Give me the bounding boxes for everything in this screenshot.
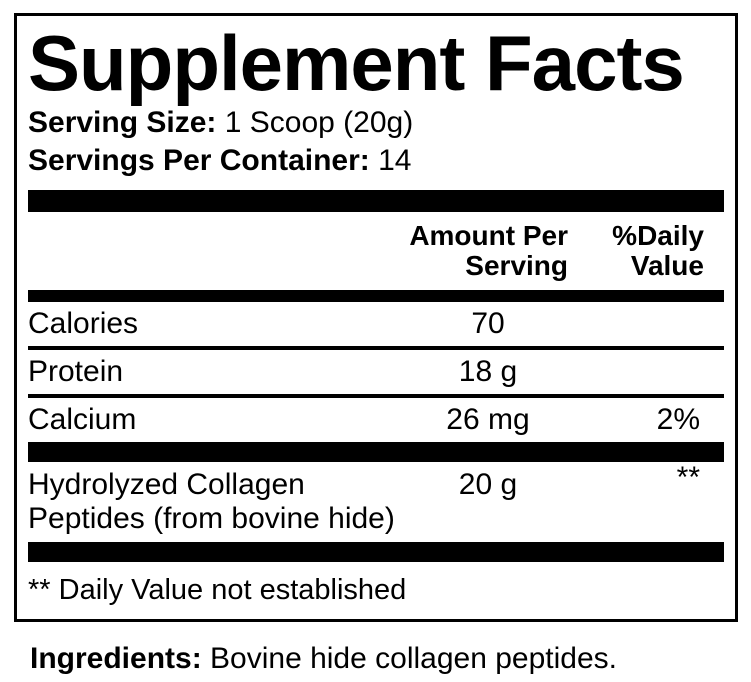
- amount-per-serving-header: Amount Per Serving: [409, 220, 568, 281]
- ingredients-value: Bovine hide collagen peptides.: [201, 642, 617, 675]
- row-divider: [28, 346, 724, 350]
- nutrient-row-calcium: Calcium 26 mg 2%: [28, 398, 724, 442]
- nutrient-row-protein: Protein 18 g: [28, 350, 724, 394]
- column-header-row: Amount Per Serving %Daily Value: [28, 212, 724, 290]
- nutrient-daily-value: **: [568, 461, 724, 502]
- nutrient-amount: 70: [471, 307, 505, 340]
- nutrient-row-calories: Calories 70: [28, 302, 724, 346]
- row-divider: [28, 394, 724, 398]
- panel-title: Supplement Facts: [28, 19, 685, 107]
- nutrient-row-collagen: Hydrolyzed Collagen Peptides (from bovin…: [28, 461, 724, 542]
- serving-size-value: 1 Scoop (20g): [216, 106, 414, 139]
- daily-value-footnote: ** Daily Value not established: [28, 574, 407, 606]
- servings-per-container-line: Servings Per Container: 14: [28, 142, 724, 180]
- nutrient-name: Protein: [28, 355, 124, 388]
- serving-size-line: Serving Size: 1 Scoop (20g): [28, 104, 724, 142]
- ingredients-label: Ingredients:: [30, 642, 202, 675]
- nutrient-name-line2: Peptides (from bovine hide): [28, 502, 395, 535]
- servings-per-container-value: 14: [369, 144, 412, 177]
- supplement-facts-panel: Supplement Facts Serving Size: 1 Scoop (…: [14, 13, 738, 622]
- ingredients-line: Ingredients: Bovine hide collagen peptid…: [30, 641, 617, 677]
- nutrient-daily-value: 2%: [656, 403, 700, 436]
- serving-size-label: Serving Size:: [28, 106, 217, 139]
- servings-per-container-label: Servings Per Container:: [28, 144, 370, 177]
- divider-bar-section: [28, 442, 724, 462]
- nutrient-name: Calories: [28, 307, 139, 340]
- asterisk-marker: **: [676, 461, 700, 494]
- nutrient-amount: 26 mg: [446, 403, 530, 436]
- nutrient-amount: 20 g: [458, 468, 518, 501]
- percent-daily-value-header: %Daily Value: [612, 220, 704, 281]
- nutrient-amount: 18 g: [458, 355, 518, 388]
- nutrient-name: Hydrolyzed Collagen Peptides (from bovin…: [28, 468, 408, 536]
- nutrient-name-line1: Hydrolyzed Collagen: [28, 468, 305, 501]
- divider-bar-footnote: [28, 542, 724, 562]
- nutrient-name: Calcium: [28, 403, 137, 436]
- divider-bar-header: [28, 290, 724, 302]
- divider-bar-top: [28, 190, 724, 212]
